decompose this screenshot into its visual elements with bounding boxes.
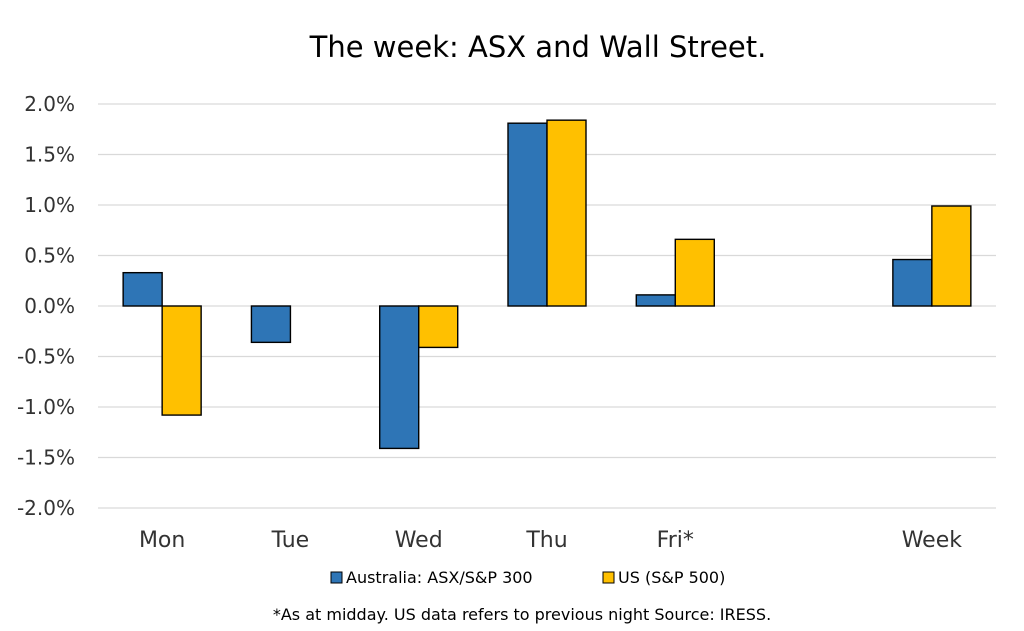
legend-swatch (602, 571, 615, 584)
y-tick-label: -1.0% (17, 395, 75, 419)
y-axis-tick-labels: 2.0% 1.5% 1.0% 0.5% 0.0% -0.5% -1.0% -1.5% -2.0% (17, 92, 75, 520)
chart-title: The week: ASX and Wall Street. (309, 30, 767, 64)
x-category-label: Wed (395, 528, 443, 553)
bar-australia-fri (635, 294, 676, 307)
bars (122, 119, 972, 450)
x-category-label: Week (902, 528, 963, 553)
legend-swatch (330, 571, 343, 584)
legend-label: US (S&P 500) (618, 568, 725, 587)
y-tick-label: 2.0% (24, 92, 75, 116)
y-tick-label: 1.5% (24, 143, 75, 167)
y-tick-label: -1.5% (17, 446, 75, 470)
bar-us-mon (161, 305, 202, 416)
bar-australia-week (892, 258, 933, 307)
y-tick-label: -2.0% (17, 496, 75, 520)
x-category-label: Tue (271, 528, 310, 553)
x-category-label: Thu (525, 528, 567, 553)
bar-australia-wed (379, 305, 420, 450)
y-tick-label: 1.0% (24, 193, 75, 217)
x-axis-category-labels: Mon Tue Wed Thu Fri* Week (139, 528, 962, 553)
bar-us-fri (674, 238, 715, 307)
bar-australia-thu (507, 122, 548, 307)
bar-australia-mon (122, 271, 163, 307)
y-tick-label: 0.5% (24, 244, 75, 268)
x-category-label: Mon (139, 528, 185, 553)
legend-label: Australia: ASX/S&P 300 (346, 568, 533, 587)
legend: Australia: ASX/S&P 300 US (S&P 500) (330, 568, 725, 587)
bar-us-week (931, 205, 972, 307)
bar-us-wed (418, 305, 459, 349)
chart-footnote: *As at midday. US data refers to previou… (273, 605, 771, 624)
y-tick-label: -0.5% (17, 345, 75, 369)
x-category-label: Fri* (657, 528, 694, 553)
bar-australia-tue (250, 305, 292, 344)
y-tick-label: 0.0% (24, 294, 75, 318)
bar-us-thu (546, 119, 587, 307)
